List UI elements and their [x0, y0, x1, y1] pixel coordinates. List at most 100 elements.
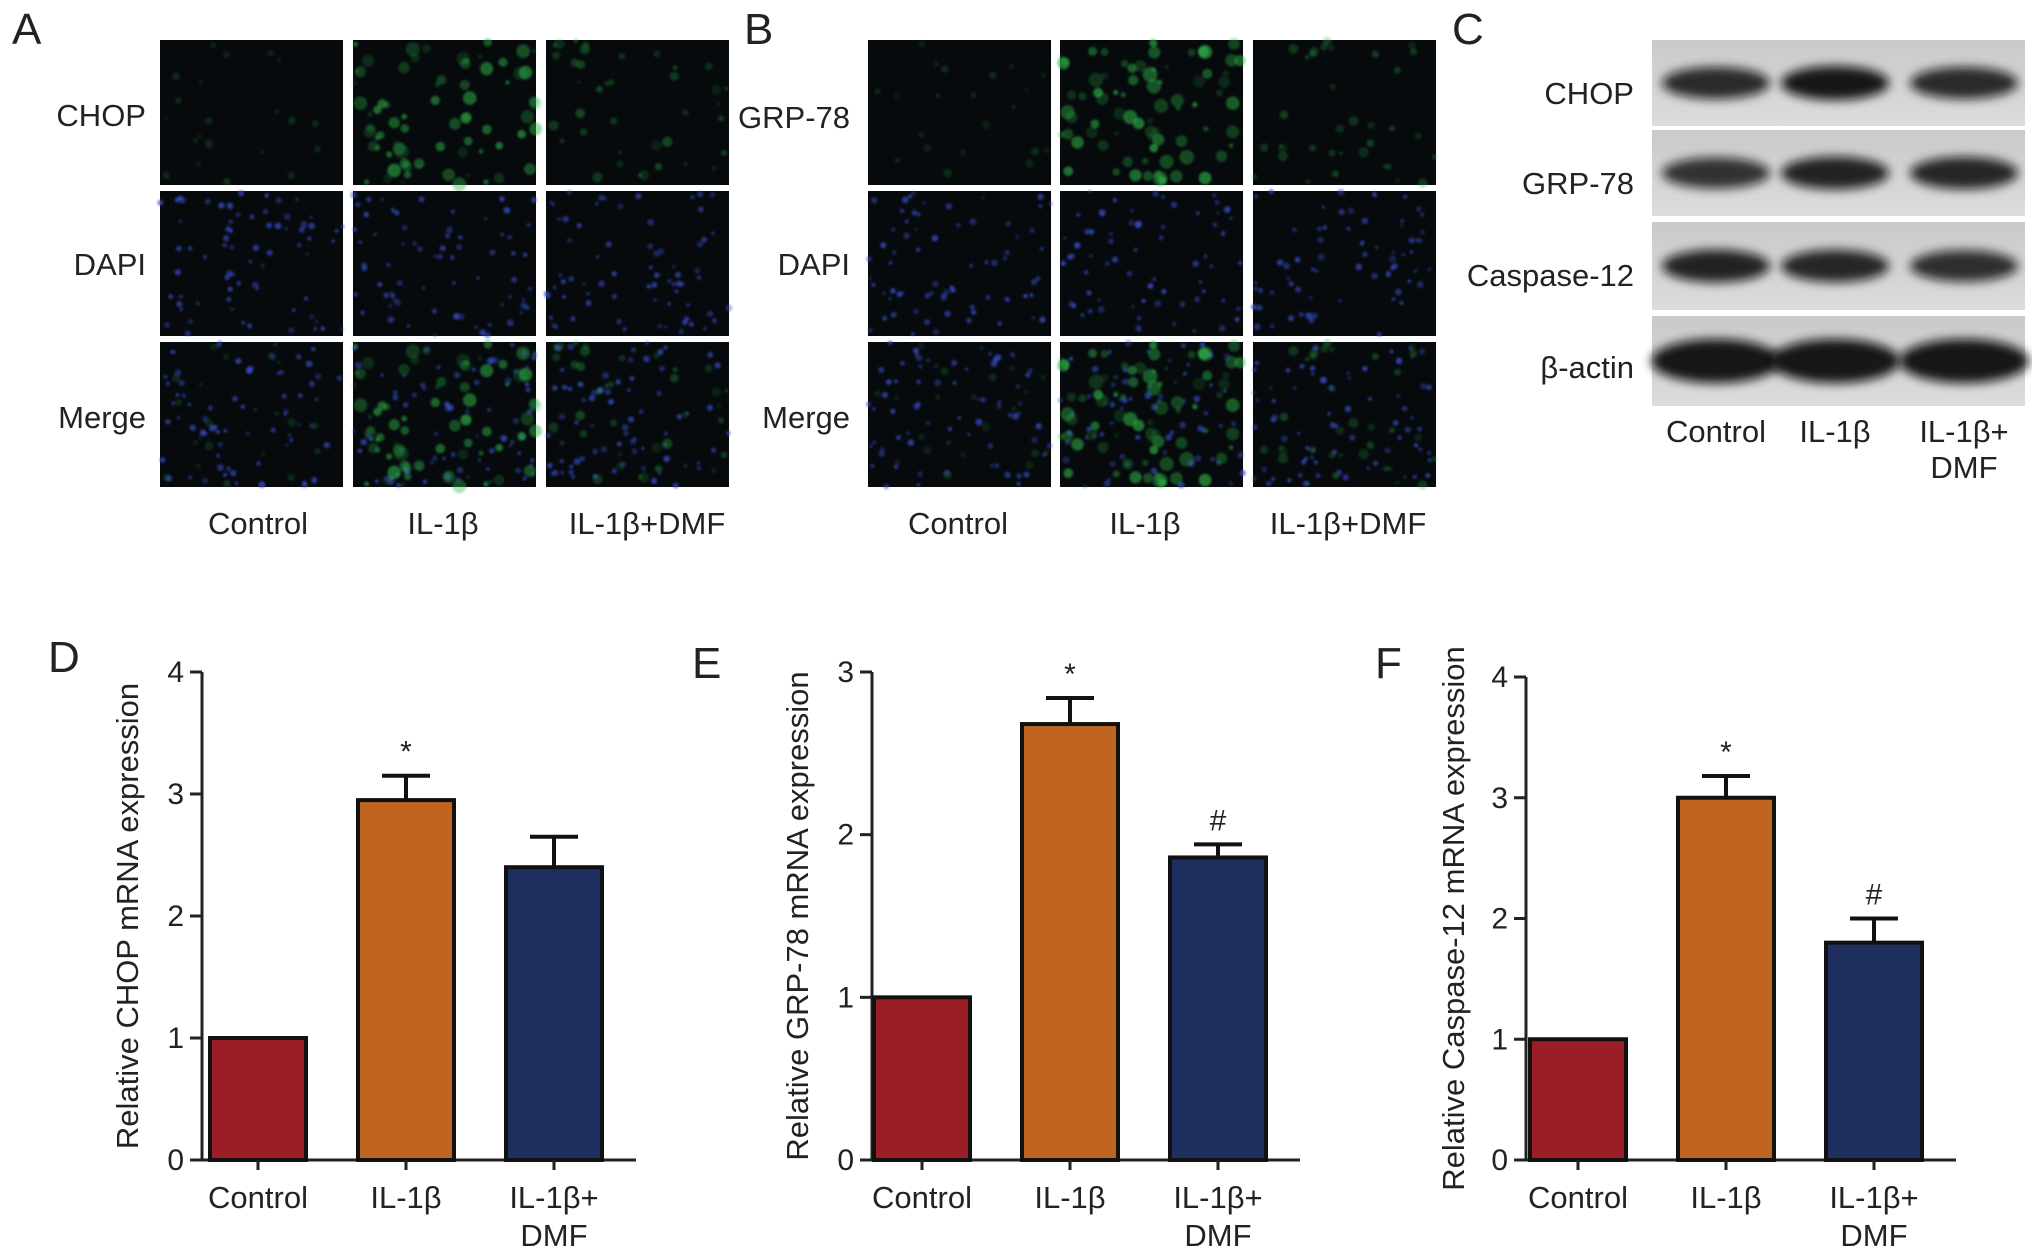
micrograph-green-3: [546, 38, 729, 185]
blot-strip-1: [1652, 40, 2025, 126]
significance-marker: *: [1720, 736, 1732, 769]
x-tick-label: DMF: [1840, 1218, 1907, 1253]
row-label-merge: Merge: [58, 400, 146, 435]
blot-label-chop: CHOP: [1544, 76, 1634, 111]
blot-band: [1662, 67, 1770, 99]
micrograph-signal: [162, 42, 321, 186]
chart-d: D 0 1 2 3 4 Relative CHOP mRNA expression Contr…: [48, 633, 636, 1253]
bar: [208, 1036, 308, 1162]
y-tick-label: 2: [1491, 903, 1508, 936]
x-tick-label: IL-1β: [1690, 1180, 1761, 1215]
panel-c: C CHOP GRP-78 Caspase-12 β-actin Control…: [1452, 5, 2029, 485]
micrograph-merge-1: [159, 340, 343, 489]
panel-letter: F: [1375, 639, 1402, 688]
blot-col-il1b-dmf: IL-1β+: [1919, 414, 2008, 449]
western-blot: [1651, 40, 2029, 406]
micrograph-background: [1060, 191, 1243, 336]
significance-marker: #: [1866, 879, 1883, 912]
micrograph-green-1: [160, 40, 343, 186]
blot-band: [1899, 339, 2029, 383]
blot-band: [1662, 249, 1770, 283]
micrograph-background: [160, 191, 343, 336]
micrograph-background: [546, 191, 729, 336]
micrograph-signal: [159, 340, 342, 489]
micrograph-signal: [866, 191, 1053, 336]
blot-band: [1910, 250, 2018, 282]
bar: [1676, 795, 1776, 1162]
chart-e: E 0 1 2 3 Relative GRP-78 mRNA expression Cont…: [692, 639, 1300, 1253]
micrograph-background: [868, 40, 1051, 185]
y-tick-label: 2: [167, 900, 184, 933]
x-tick-label: IL-1β+: [1173, 1180, 1262, 1215]
blot-band: [1651, 339, 1781, 383]
panel-letter-a: A: [12, 5, 42, 54]
x-tick-label: DMF: [1184, 1218, 1251, 1253]
blot-col-control: Control: [1666, 414, 1766, 449]
panel-b: B GRP-78 DAPI Merge Control IL-1β IL-1β+…: [738, 5, 1438, 541]
significance-marker: *: [400, 736, 412, 769]
bar: [1020, 722, 1120, 1162]
blot-band: [1781, 66, 1889, 100]
micrograph-merge-1: [865, 340, 1053, 490]
y-tick-label: 3: [167, 778, 184, 811]
micrograph-green-1: [868, 40, 1051, 185]
blot-band: [1662, 157, 1770, 189]
micrograph-background: [1060, 40, 1243, 185]
blot-band: [1781, 249, 1889, 283]
row-label-dapi: DAPI: [74, 247, 146, 282]
micrograph-green-3: [1251, 36, 1438, 188]
blot-band: [1910, 67, 2018, 99]
micrograph-background: [868, 191, 1051, 336]
micrograph-signal: [543, 190, 733, 335]
micrograph-signal: [1057, 339, 1246, 489]
x-tick-label: IL-1β: [370, 1180, 441, 1215]
micrograph-merge-3: [545, 340, 731, 489]
y-tick-label: 2: [837, 819, 854, 852]
micrograph-signal: [865, 340, 1053, 490]
micrograph-grid-b: [865, 36, 1438, 490]
panel-letter-b: B: [744, 5, 773, 54]
micrograph-green-2: [350, 37, 543, 192]
blot-band: [1910, 156, 2018, 190]
micrograph-blue-2: [1060, 189, 1243, 336]
y-tick-label: 0: [837, 1144, 854, 1177]
micrograph-signal: [1057, 37, 1246, 187]
blot-band: [1770, 339, 1900, 383]
micrograph-blue-1: [866, 191, 1053, 336]
micrograph-blue-3: [1250, 188, 1436, 337]
blot-col-il1b-dmf-2: DMF: [1930, 450, 1997, 485]
micrograph-background: [353, 191, 536, 336]
col-label-il1b: IL-1β: [1109, 506, 1180, 541]
micrograph-blue-1: [157, 190, 345, 337]
panel-letter: E: [692, 639, 721, 688]
significance-marker: #: [1210, 804, 1227, 837]
chart-f: F 0 1 2 3 4 Relative Caspase-12 mRNA expressio…: [1375, 639, 1956, 1253]
bar: [356, 798, 456, 1162]
x-tick-label: IL-1β+: [509, 1180, 598, 1215]
y-axis-title: Relative Caspase-12 mRNA expression: [1436, 646, 1471, 1190]
micrograph-signal: [350, 191, 537, 339]
x-tick-label: Control: [872, 1180, 972, 1215]
y-tick-label: 1: [1491, 1023, 1508, 1056]
row-label-dapi: DAPI: [778, 247, 850, 282]
col-label-control: Control: [908, 506, 1008, 541]
micrograph-signal: [874, 40, 1050, 178]
micrograph-signal: [1250, 188, 1432, 337]
y-tick-label: 1: [837, 981, 854, 1014]
blot-strip-3: [1652, 222, 2025, 310]
row-label-merge: Merge: [762, 400, 850, 435]
bar: [1824, 940, 1924, 1163]
y-tick-label: 1: [167, 1022, 184, 1055]
col-label-control: Control: [208, 506, 308, 541]
micrograph-signal: [350, 339, 543, 494]
blot-col-il1b: IL-1β: [1799, 414, 1870, 449]
y-tick-label: 3: [837, 656, 854, 689]
col-label-il1b-dmf: IL-1β+DMF: [1270, 506, 1427, 541]
micrograph-merge-2: [350, 339, 543, 494]
blot-label-caspase12: Caspase-12: [1467, 258, 1634, 293]
blot-strip-2: [1652, 130, 2025, 216]
micrograph-background: [1253, 191, 1436, 336]
x-tick-label: IL-1β+: [1829, 1180, 1918, 1215]
bar: [1528, 1037, 1628, 1162]
